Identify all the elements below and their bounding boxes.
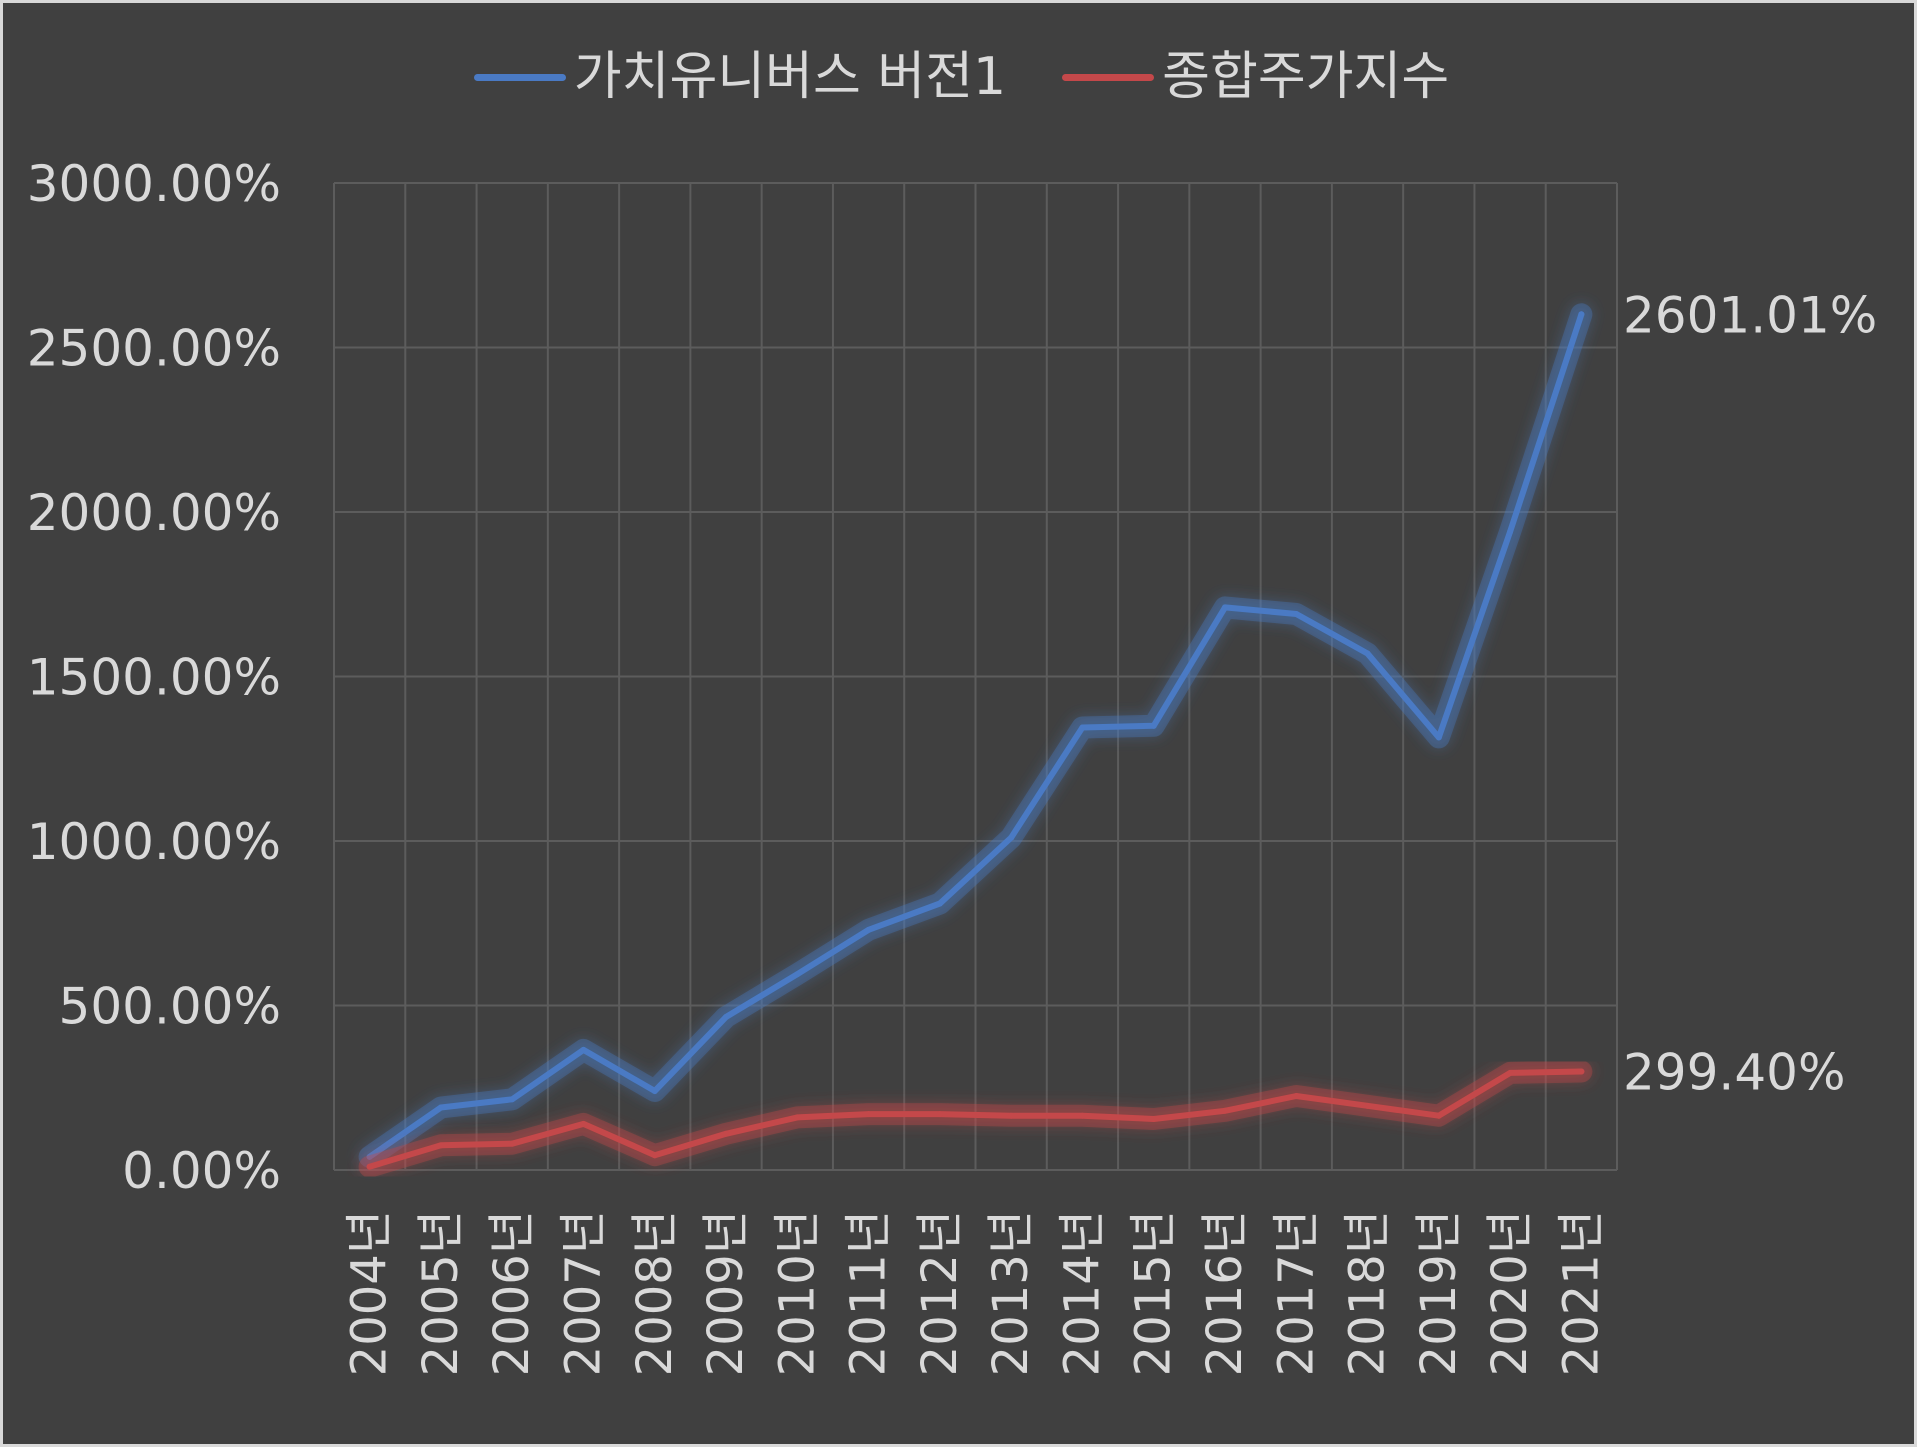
x-tick-label: 2019년 (1411, 1210, 1467, 1376)
y-tick-label: 2500.00% (27, 320, 281, 378)
x-tick-label: 2004년 (342, 1210, 398, 1376)
data-point (1293, 1092, 1300, 1099)
grid (333, 182, 1618, 1171)
y-tick-label: 1500.00% (27, 649, 281, 707)
x-tick-label: 2010년 (769, 1210, 825, 1376)
x-tick-label: 2020년 (1482, 1210, 1538, 1376)
data-label: 299.40% (1623, 1043, 1845, 1101)
data-point (1221, 1107, 1228, 1114)
data-point (509, 1140, 516, 1147)
data-point (865, 926, 872, 933)
x-tick-label: 2016년 (1197, 1210, 1253, 1376)
x-tick-label: 2009년 (698, 1210, 754, 1376)
data-point (936, 900, 943, 907)
legend-swatch-series-1 (473, 73, 566, 81)
y-tick-label: 1000.00% (27, 813, 281, 871)
x-tick-label: 2005년 (413, 1210, 469, 1376)
data-point (1364, 650, 1371, 657)
data-point (509, 1096, 516, 1103)
data-point (723, 1130, 730, 1137)
x-tick-label: 2012년 (912, 1210, 968, 1376)
legend: 가치유니버스 버전1 종합주가지수 (3, 41, 1917, 113)
legend-item-series-2: 종합주가지수 (1062, 41, 1449, 113)
data-point (366, 1163, 373, 1170)
data-point (1079, 1112, 1086, 1119)
data-point (1293, 610, 1300, 617)
data-point (1150, 722, 1157, 729)
data-point (1221, 604, 1228, 611)
data-point (794, 971, 801, 978)
data-point (437, 1142, 444, 1149)
data-point (1364, 1102, 1371, 1109)
series-line-1 (366, 311, 1585, 1160)
data-point (1507, 528, 1514, 535)
series-line-2 (366, 1068, 1585, 1170)
x-tick-label: 2013년 (983, 1210, 1039, 1376)
data-point (723, 1014, 730, 1021)
data-point (580, 1120, 587, 1127)
x-axis-ticks: 2004년 2005년 2006년 2007년 2008년 2009년 2010년 2011년… (342, 1210, 1610, 1376)
data-point (437, 1104, 444, 1111)
data-point (580, 1046, 587, 1053)
data-point (1578, 311, 1585, 318)
data-point (1578, 1068, 1585, 1075)
x-tick-label: 2014년 (1054, 1210, 1110, 1376)
data-label: 2601.01% (1623, 286, 1877, 344)
data-point (1435, 1112, 1442, 1119)
y-tick-label: 3000.00% (27, 155, 281, 213)
data-point (651, 1088, 658, 1095)
data-point (865, 1111, 872, 1118)
data-point (1150, 1116, 1157, 1123)
y-tick-label: 0.00% (122, 1142, 281, 1200)
legend-item-series-1: 가치유니버스 버전1 (473, 41, 1007, 113)
data-point (651, 1152, 658, 1159)
legend-label-series-2: 종합주가지수 (1162, 47, 1450, 107)
x-tick-label: 2017년 (1268, 1210, 1324, 1376)
legend-swatch-series-2 (1062, 73, 1155, 81)
data-point (1507, 1069, 1514, 1076)
data-point (1435, 734, 1442, 741)
x-tick-label: 2008년 (627, 1210, 683, 1376)
data-point (936, 1111, 943, 1118)
series-lines (358, 303, 1593, 1178)
y-axis-ticks: 0.00% 500.00% 1000.00% 1500.00% 2000.00% 2500… (27, 155, 281, 1200)
x-tick-label: 2018년 (1340, 1210, 1396, 1376)
data-point (794, 1114, 801, 1121)
data-point (1008, 834, 1015, 841)
x-tick-label: 2011년 (841, 1210, 897, 1376)
x-tick-label: 2007년 (555, 1210, 611, 1376)
end-labels: 2601.01% 299.40% (1623, 286, 1877, 1101)
y-tick-label: 500.00% (59, 978, 281, 1036)
y-tick-label: 2000.00% (27, 484, 281, 542)
data-point (1079, 724, 1086, 731)
x-tick-label: 2021년 (1553, 1210, 1609, 1376)
data-point (1008, 1112, 1015, 1119)
legend-label-series-1: 가치유니버스 버전1 (573, 47, 1007, 107)
x-tick-label: 2006년 (484, 1210, 540, 1376)
x-tick-label: 2015년 (1126, 1210, 1182, 1376)
line-chart: 0.00% 500.00% 1000.00% 1500.00% 2000.00% 2500… (27, 155, 1878, 1376)
